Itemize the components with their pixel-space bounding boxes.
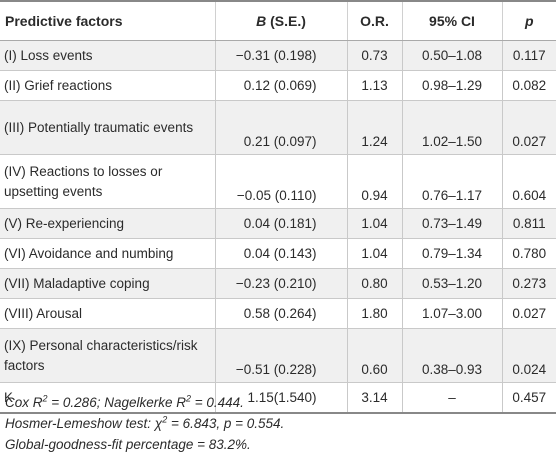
row-p: 0.117 — [501, 40, 556, 71]
table-header-row: Predictive factors B (S.E.) O.R. 95% CI … — [0, 0, 556, 41]
footnote-hl-value: = 6.843, p = 0.554. — [167, 416, 285, 431]
row-ci: 0.79–1.34 — [401, 238, 502, 269]
row-b-se: −0.05 (0.110) — [214, 154, 347, 209]
row-odds-ratio: 3.14 — [346, 382, 402, 414]
logistic-regression-table: Predictive factors B (S.E.) O.R. 95% CI … — [0, 0, 556, 414]
table-footnotes: Cox R2 = 0.286; Nagelkerke R2 = 0.444. H… — [5, 392, 550, 455]
header-se: (S.E.) — [266, 13, 306, 29]
table-row: (VIII) Arousal 0.58 (0.264) 1.80 1.07–3.… — [0, 298, 556, 329]
row-odds-ratio: 0.94 — [346, 154, 402, 209]
footnote-nagelkerke-value: = 0.444. — [191, 395, 244, 410]
header-p-symbol: p — [524, 13, 534, 29]
header-b-se: B (S.E.) — [214, 0, 347, 41]
superscript: 2 — [162, 414, 168, 425]
table-row: (III) Potentially traumatic events 0.21 … — [0, 100, 556, 155]
row-odds-ratio: 1.04 — [346, 238, 402, 269]
row-p: 0.082 — [501, 70, 556, 101]
row-factor: (V) Re-experiencing — [0, 208, 215, 239]
header-b-symbol: B — [256, 13, 267, 29]
row-b-se: 1.15(1.540) — [214, 382, 347, 414]
row-p: 0.027 — [501, 298, 556, 329]
row-ci: 0.53–1.20 — [401, 268, 502, 299]
table-row: (II) Grief reactions 0.12 (0.069) 1.13 0… — [0, 70, 556, 101]
row-ci: 1.02–1.50 — [401, 100, 502, 155]
footnote-hl-label: Hosmer-Lemeshow test: χ — [5, 416, 163, 431]
header-odds-ratio: O.R. — [346, 0, 402, 41]
header-predictive-factors: Predictive factors — [0, 0, 215, 41]
footnote-r-squared: Cox R2 = 0.286; Nagelkerke R2 = 0.444. — [5, 392, 550, 413]
row-odds-ratio: 1.24 — [346, 100, 402, 155]
table-row: (V) Re-experiencing 0.04 (0.181) 1.04 0.… — [0, 208, 556, 239]
row-odds-ratio: 1.80 — [346, 298, 402, 329]
row-b-se: −0.31 (0.198) — [214, 40, 347, 71]
table-row: (I) Loss events −0.31 (0.198) 0.73 0.50–… — [0, 40, 556, 71]
row-ci: 0.73–1.49 — [401, 208, 502, 239]
row-b-se: 0.04 (0.181) — [214, 208, 347, 239]
row-factor: (VIII) Arousal — [0, 298, 215, 329]
row-p: 0.780 — [501, 238, 556, 269]
table-row: (VI) Avoidance and numbing 0.04 (0.143) … — [0, 238, 556, 269]
table-row: (VII) Maladaptive coping −0.23 (0.210) 0… — [0, 268, 556, 299]
row-b-se: 0.58 (0.264) — [214, 298, 347, 329]
row-p: 0.604 — [501, 154, 556, 209]
row-p: 0.027 — [501, 100, 556, 155]
table-row: (IX) Personal characteristics/risk facto… — [0, 328, 556, 383]
row-factor: (III) Potentially traumatic events — [0, 100, 215, 155]
row-p: 0.457 — [501, 382, 556, 414]
row-b-se: −0.51 (0.228) — [214, 328, 347, 383]
superscript: 2 — [42, 393, 48, 404]
superscript: 2 — [186, 393, 192, 404]
header-confidence-interval: 95% CI — [401, 0, 502, 41]
row-factor: (I) Loss events — [0, 40, 215, 71]
row-b-se: 0.04 (0.143) — [214, 238, 347, 269]
row-p: 0.273 — [501, 268, 556, 299]
row-odds-ratio: 1.13 — [346, 70, 402, 101]
row-odds-ratio: 1.04 — [346, 208, 402, 239]
footnote-goodness-fit: Global-goodness-fit percentage = 83.2%. — [5, 437, 251, 452]
footnote-cox-value: = 0.286; Nagelkerke R — [47, 395, 186, 410]
row-ci: 0.98–1.29 — [401, 70, 502, 101]
row-b-se: 0.21 (0.097) — [214, 100, 347, 155]
table-row: K 1.15(1.540) 3.14 – 0.457 — [0, 382, 556, 414]
row-p: 0.024 — [501, 328, 556, 383]
row-factor: (VI) Avoidance and numbing — [0, 238, 215, 269]
row-ci: 0.38–0.93 — [401, 328, 502, 383]
row-odds-ratio: 0.73 — [346, 40, 402, 71]
footnote-cox-label: Cox R — [5, 395, 43, 410]
row-ci: 1.07–3.00 — [401, 298, 502, 329]
row-odds-ratio: 0.60 — [346, 328, 402, 383]
row-b-se: −0.23 (0.210) — [214, 268, 347, 299]
row-factor: (II) Grief reactions — [0, 70, 215, 101]
footnote-hosmer-lemeshow: Hosmer-Lemeshow test: χ2 = 6.843, p = 0.… — [5, 413, 550, 434]
table-row: (IV) Reactions to losses or upsetting ev… — [0, 154, 556, 209]
row-factor: (VII) Maladaptive coping — [0, 268, 215, 299]
row-odds-ratio: 0.80 — [346, 268, 402, 299]
row-ci: 0.50–1.08 — [401, 40, 502, 71]
row-b-se: 0.12 (0.069) — [214, 70, 347, 101]
header-p-value: p — [501, 0, 556, 41]
row-p: 0.811 — [501, 208, 556, 239]
row-factor: (IV) Reactions to losses or upsetting ev… — [0, 154, 215, 209]
row-factor: K — [0, 382, 215, 414]
row-ci: – — [401, 382, 502, 414]
row-factor: (IX) Personal characteristics/risk facto… — [0, 328, 215, 383]
row-ci: 0.76–1.17 — [401, 154, 502, 209]
